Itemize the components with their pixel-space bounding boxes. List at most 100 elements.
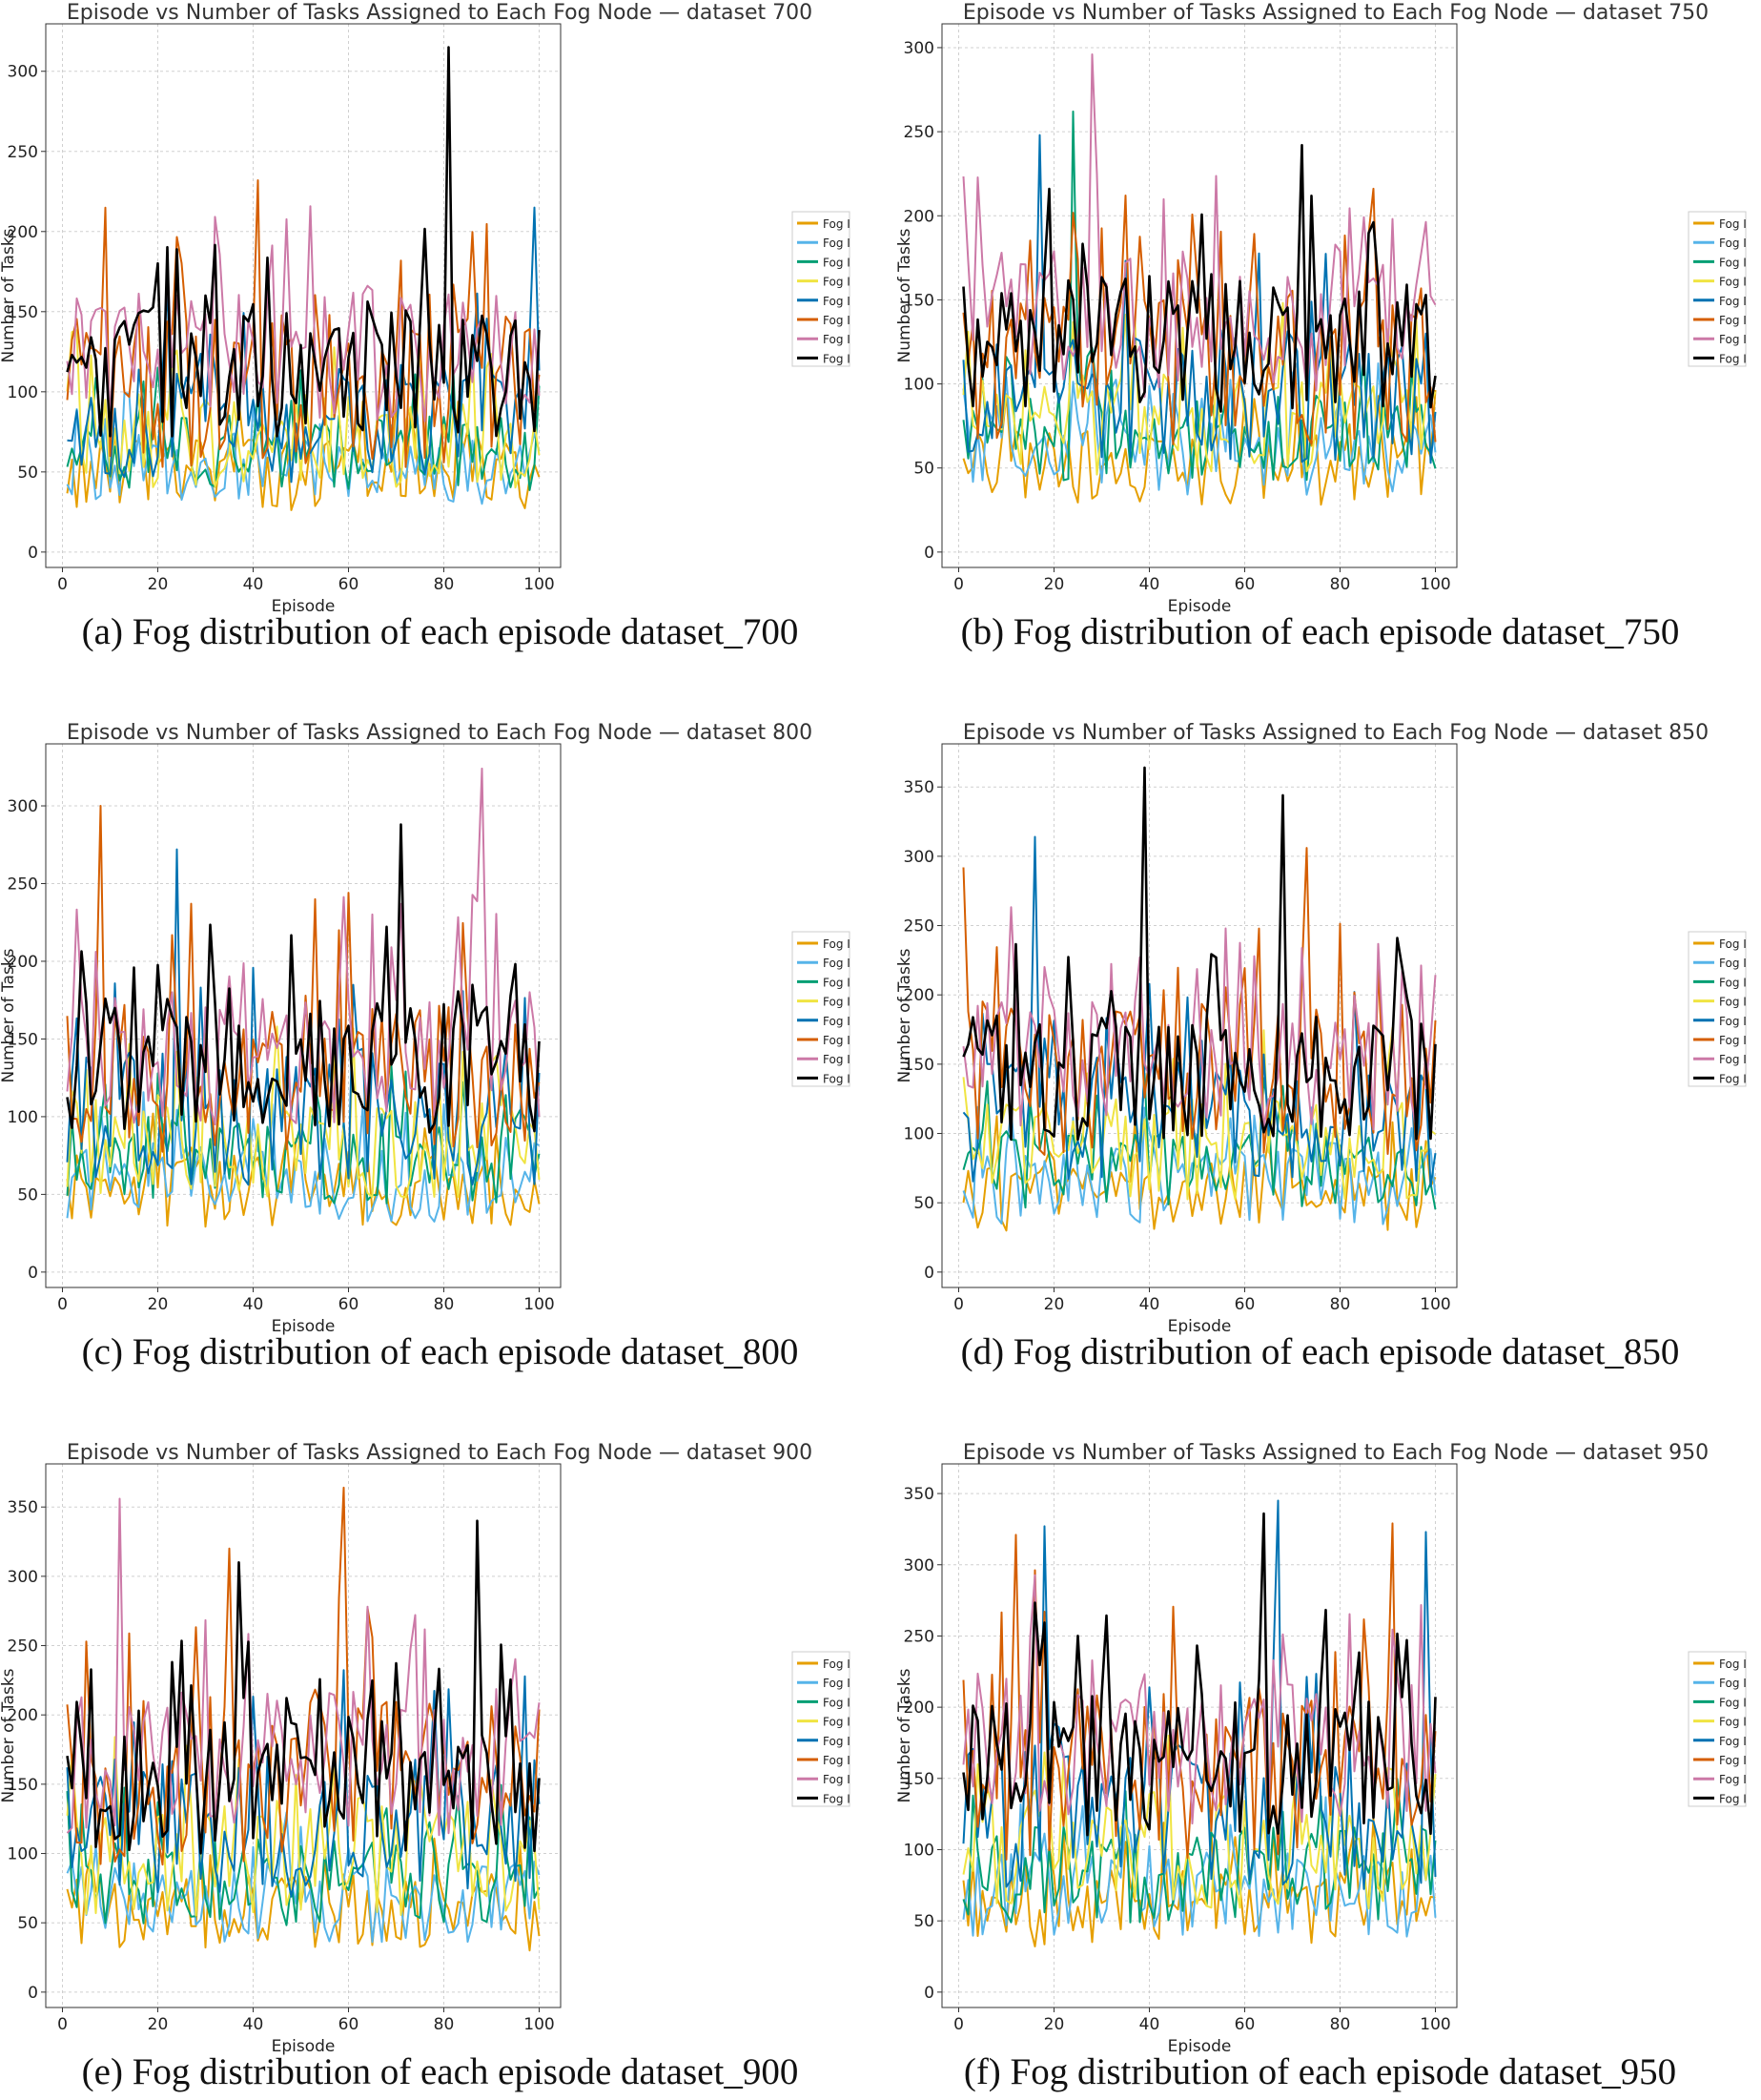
- series-line-3: [66, 1783, 541, 1926]
- legend-label-4: Fog I: [823, 996, 850, 1009]
- y-tick-label: 200: [8, 223, 38, 242]
- y-axis-label: Number of Tasks: [0, 228, 18, 362]
- x-tick-label: 60: [1235, 2015, 1256, 2034]
- y-tick-label: 100: [8, 1845, 38, 1864]
- y-tick-label: 50: [913, 1912, 934, 1931]
- legend-label-5: Fog I: [823, 295, 850, 308]
- x-tick-label: 40: [1139, 2015, 1160, 2034]
- legend-label-4: Fog I: [1719, 276, 1747, 289]
- x-tick-label: 60: [1235, 575, 1256, 594]
- y-tick-label: 200: [904, 207, 934, 226]
- chart-title: Episode vs Number of Tasks Assigned to E…: [963, 1441, 1709, 1465]
- y-tick-label: 250: [904, 123, 934, 142]
- y-tick-label: 150: [8, 303, 38, 322]
- series-line-4: [962, 1026, 1437, 1201]
- y-tick-label: 250: [904, 1627, 934, 1646]
- plot-frame: [45, 23, 562, 568]
- chart-panel-1: Episode vs Number of Tasks Assigned to E…: [895, 1, 1747, 616]
- legend-label-4: Fog I: [1719, 1716, 1747, 1729]
- x-tick-label: 0: [57, 1295, 68, 1314]
- x-tick-label: 80: [1330, 2015, 1351, 2034]
- x-tick-label: 80: [434, 2015, 455, 2034]
- legend-label-7: Fog I: [1719, 1773, 1747, 1786]
- x-tick-label: 100: [523, 575, 554, 594]
- series-line-7: [962, 53, 1437, 399]
- x-tick-label: 40: [243, 1295, 264, 1314]
- plot-frame: [941, 23, 1458, 568]
- chart-panel-3: Episode vs Number of Tasks Assigned to E…: [895, 721, 1747, 1336]
- series-line-4: [66, 1025, 541, 1199]
- x-axis-label: Episode: [272, 597, 336, 616]
- legend-label-4: Fog I: [1719, 996, 1747, 1009]
- plot-frame: [45, 743, 562, 1288]
- y-tick-label: 50: [913, 1194, 934, 1213]
- legend-label-1: Fog I: [823, 1657, 850, 1671]
- legend-box: [1688, 211, 1747, 367]
- legend-label-3: Fog I: [823, 256, 850, 269]
- x-tick-label: 80: [434, 1295, 455, 1314]
- chart-panel-5: Episode vs Number of Tasks Assigned to E…: [895, 1441, 1747, 2056]
- legend-label-5: Fog I: [1719, 295, 1747, 308]
- plot-frame: [941, 743, 1458, 1288]
- legend-label-3: Fog I: [823, 1696, 850, 1709]
- legend-label-8: Fog I: [1719, 352, 1747, 365]
- x-tick-label: 20: [148, 575, 169, 594]
- legend-label-7: Fog I: [823, 1773, 850, 1786]
- legend-label-5: Fog I: [1719, 1015, 1747, 1028]
- chart-title: Episode vs Number of Tasks Assigned to E…: [67, 721, 812, 745]
- legend-label-6: Fog I: [823, 314, 850, 327]
- legend-label-8: Fog I: [1719, 1072, 1747, 1085]
- series-line-2: [962, 1796, 1437, 1938]
- legend-label-1: Fog I: [1719, 217, 1747, 231]
- series-line-8: [66, 1519, 541, 1855]
- y-tick-label: 250: [8, 143, 38, 162]
- x-axis-label: Episode: [1168, 1317, 1232, 1336]
- plot-frame: [941, 1463, 1458, 2008]
- legend-label-7: Fog I: [823, 333, 850, 346]
- legend-label-4: Fog I: [823, 276, 850, 289]
- legend-box: [791, 1651, 850, 1807]
- x-tick-label: 80: [1330, 1295, 1351, 1314]
- legend-label-7: Fog I: [823, 1053, 850, 1066]
- series-line-8: [962, 1512, 1437, 1837]
- series-line-1: [962, 390, 1437, 506]
- y-tick-label: 350: [8, 1498, 38, 1517]
- y-tick-label: 0: [28, 1984, 38, 2003]
- x-tick-label: 20: [1044, 2015, 1065, 2034]
- series-line-8: [962, 143, 1437, 413]
- x-tick-label: 60: [1235, 1295, 1256, 1314]
- x-tick-label: 20: [148, 2015, 169, 2034]
- chart-title: Episode vs Number of Tasks Assigned to E…: [67, 1441, 812, 1465]
- legend-box: [1688, 931, 1747, 1087]
- series-line-8: [66, 823, 541, 1134]
- x-tick-label: 20: [148, 1295, 169, 1314]
- x-tick-label: 60: [338, 575, 359, 594]
- chart-title: Episode vs Number of Tasks Assigned to E…: [67, 1, 812, 25]
- caption-f: (f) Fog distribution of each episode dat…: [963, 2051, 1677, 2092]
- chart-title: Episode vs Number of Tasks Assigned to E…: [963, 721, 1709, 745]
- caption-e: (e) Fog distribution of each episode dat…: [81, 2051, 799, 2092]
- legend-label-6: Fog I: [1719, 1034, 1747, 1047]
- y-tick-label: 300: [904, 1556, 934, 1575]
- legend-label-1: Fog I: [1719, 937, 1747, 951]
- y-tick-label: 100: [904, 376, 934, 395]
- x-tick-label: 40: [243, 575, 264, 594]
- x-tick-label: 100: [1420, 1295, 1450, 1314]
- caption-d: (d) Fog distribution of each episode dat…: [960, 1331, 1680, 1372]
- legend-label-7: Fog I: [1719, 1053, 1747, 1066]
- series-line-8: [962, 766, 1437, 1142]
- y-tick-label: 0: [28, 544, 38, 563]
- x-axis-label: Episode: [272, 1317, 336, 1336]
- chart-title: Episode vs Number of Tasks Assigned to E…: [963, 1, 1709, 25]
- legend-box: [1688, 1651, 1747, 1807]
- caption-c: (c) Fog distribution of each episode dat…: [81, 1331, 799, 1372]
- x-tick-label: 0: [57, 2015, 68, 2034]
- x-tick-label: 100: [1420, 575, 1450, 594]
- legend-label-6: Fog I: [1719, 1754, 1747, 1767]
- y-tick-label: 300: [904, 39, 934, 58]
- legend-label-8: Fog I: [1719, 1792, 1747, 1805]
- y-tick-label: 150: [904, 1056, 934, 1075]
- y-tick-label: 350: [904, 778, 934, 797]
